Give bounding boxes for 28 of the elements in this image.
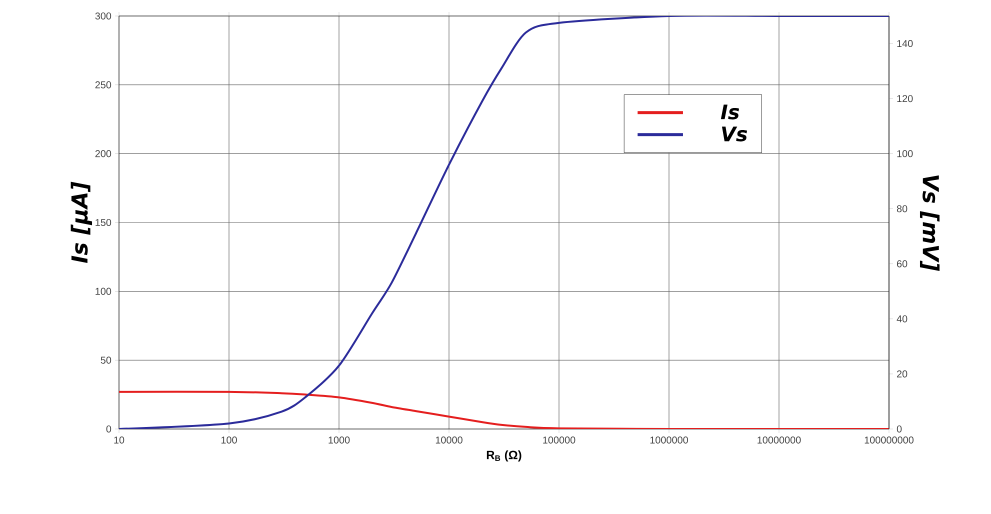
- y-tick-label: 150: [96, 218, 112, 226]
- x-tick-label: 10000: [436, 436, 462, 444]
- y-tick-label: 100: [96, 288, 112, 295]
- y2-tick-label: 0: [896, 425, 902, 433]
- y-tick-label: 300: [95, 12, 112, 20]
- y-tick-label: 0: [106, 425, 112, 433]
- y2-tick-label: 80: [896, 205, 908, 212]
- y-tick-label: 250: [95, 81, 112, 88]
- y-tick-label: 50: [100, 356, 112, 364]
- y2-tick-label: 60: [897, 260, 908, 268]
- x-tick-label: 1000000: [650, 436, 688, 444]
- y2-tick-label: 100: [897, 150, 913, 158]
- x-tick-label: 100000000: [864, 436, 914, 444]
- legend-label: Vs: [722, 126, 748, 142]
- x-tick-label: 100: [221, 436, 237, 444]
- y2-axis-title: Vs [mV]: [920, 175, 940, 272]
- x-tick-label: 1000: [328, 436, 350, 444]
- x-axis-title: R$_{B}$ (Ω): [486, 450, 522, 462]
- x-tick-label: 10000000: [758, 436, 801, 444]
- y2-tick-label: 120: [897, 95, 913, 102]
- y2-tick-label: 140: [897, 40, 913, 48]
- y-axis-title: Is [μA]: [70, 182, 92, 264]
- y2-tick-label: 20: [897, 370, 908, 378]
- y-tick-label: 200: [95, 150, 112, 158]
- x-tick-label: 100000: [543, 436, 576, 444]
- legend-label: Is: [720, 104, 740, 120]
- x-tick-label: 10: [114, 436, 124, 444]
- y2-tick-label: 40: [896, 315, 908, 322]
